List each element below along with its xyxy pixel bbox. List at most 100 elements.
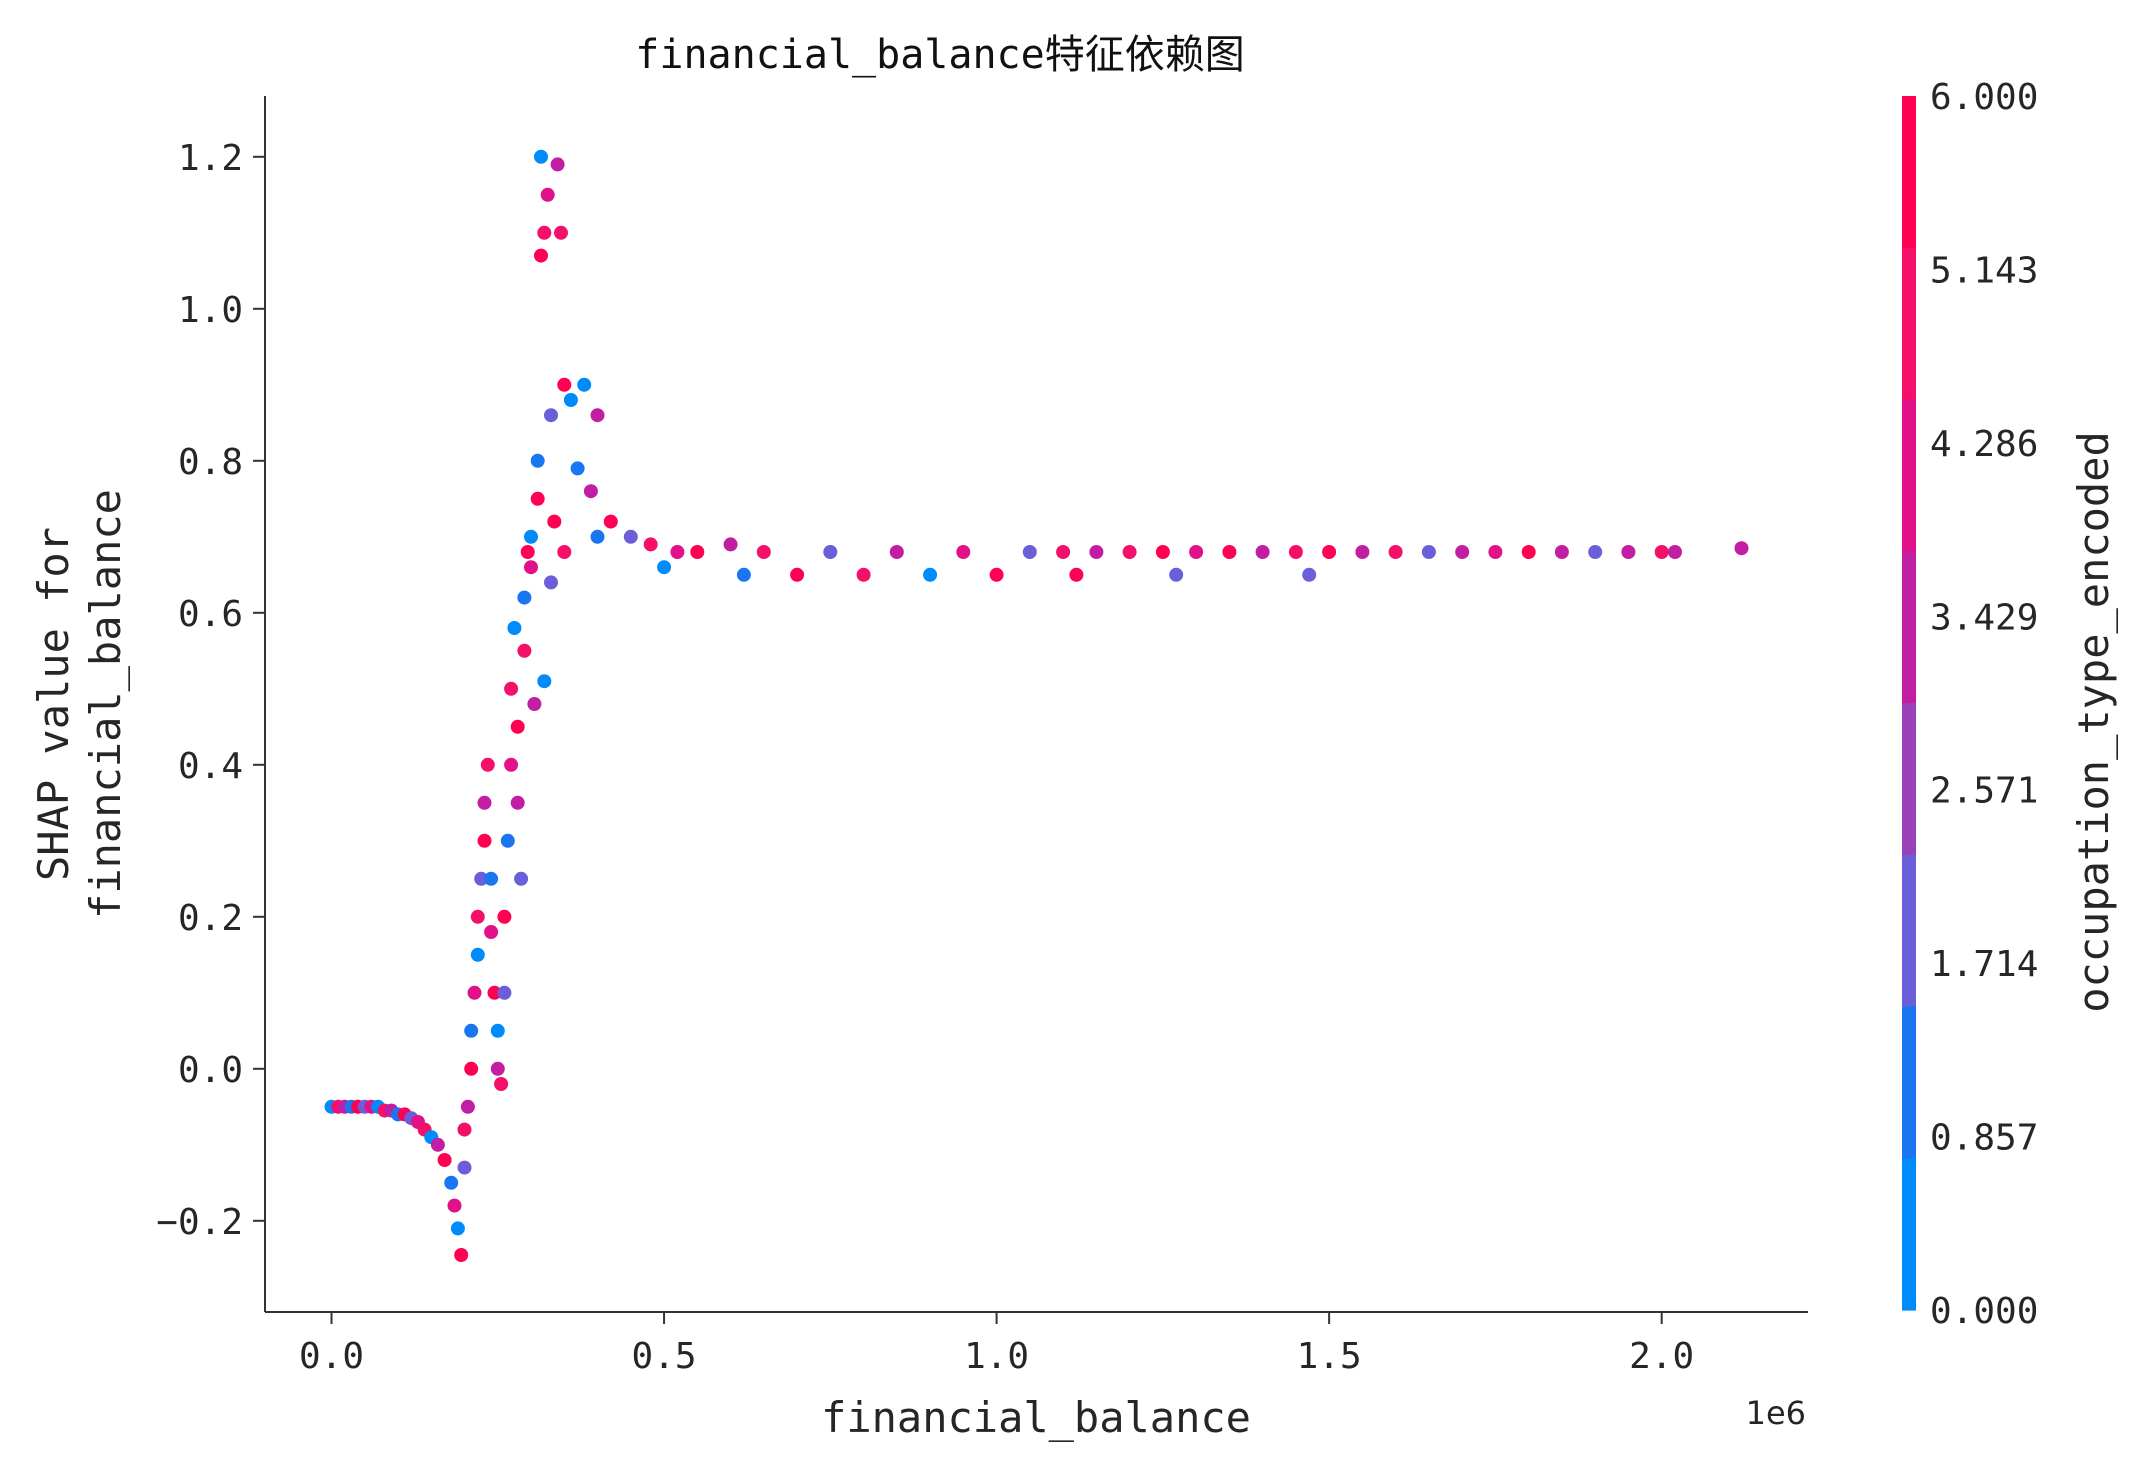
scatter-point xyxy=(464,1061,479,1076)
scatter-point xyxy=(540,187,555,202)
scatter-point xyxy=(590,408,605,423)
scatter-point xyxy=(670,545,685,559)
scatter-point xyxy=(690,545,705,559)
scatter-point xyxy=(1588,545,1603,559)
scatter-point xyxy=(517,590,532,605)
scatter-point xyxy=(464,1023,479,1038)
colorbar-tick-label: 4.286 xyxy=(1930,424,2038,465)
scatter-point xyxy=(497,909,512,924)
scatter-point xyxy=(437,1153,452,1167)
scatter-point xyxy=(550,157,565,172)
y-tick-label: 0.2 xyxy=(178,898,243,939)
scatter-points xyxy=(324,149,1749,1262)
scatter-point xyxy=(507,621,522,635)
scatter-point xyxy=(470,909,485,924)
scatter-point xyxy=(723,537,738,552)
scatter-point xyxy=(1056,545,1071,559)
scatter-point xyxy=(643,537,658,552)
scatter-point xyxy=(477,795,492,810)
scatter-point xyxy=(557,545,572,559)
scatter-point xyxy=(470,947,485,962)
scatter-point xyxy=(530,453,545,468)
x-tick-label: 1.5 xyxy=(1297,1336,1362,1377)
scatter-point xyxy=(527,697,542,711)
colorbar-segment xyxy=(1902,96,1916,249)
scatter-point xyxy=(524,529,538,544)
y-tick-label: 0.0 xyxy=(178,1050,243,1091)
colorbar-tick-label: 1.714 xyxy=(1930,944,2038,985)
colorbar-segment xyxy=(1902,1158,1916,1311)
scatter-point xyxy=(823,545,838,559)
y-tick-label: 1.0 xyxy=(178,290,243,331)
scatter-point xyxy=(989,567,1004,582)
scatter-point xyxy=(1521,545,1536,559)
scatter-point xyxy=(484,871,499,886)
y-tick-label: 0.8 xyxy=(178,442,243,483)
scatter-point xyxy=(1621,545,1636,559)
scatter-point xyxy=(534,248,548,263)
scatter-point xyxy=(1069,567,1084,582)
scatter-point xyxy=(530,491,545,506)
scatter-point xyxy=(544,575,558,590)
x-tick-label: 0.5 xyxy=(632,1336,697,1377)
scatter-point xyxy=(923,567,938,582)
scatter-point xyxy=(457,1160,472,1175)
scatter-point xyxy=(1654,545,1669,559)
scatter-point xyxy=(517,643,532,658)
scatter-point xyxy=(657,560,672,575)
scatter-point xyxy=(1322,545,1337,559)
scatter-point xyxy=(1189,545,1204,559)
scatter-point xyxy=(430,1137,445,1152)
scatter-point xyxy=(1734,541,1749,556)
scatter-point xyxy=(524,560,538,575)
y-axis-label-line-1: SHAP value for xyxy=(29,527,78,881)
scatter-point xyxy=(534,149,548,164)
scatter-point xyxy=(547,514,562,529)
scatter-point xyxy=(490,1061,505,1076)
scatter-point xyxy=(1488,545,1503,559)
y-ticks: −0.2 0.0 0.2 0.4 0.6 0.8 1.0 1.2 xyxy=(156,138,265,1243)
scatter-point xyxy=(756,545,771,559)
scatter-point xyxy=(1122,545,1137,559)
scatter-point xyxy=(544,408,558,423)
scatter-point xyxy=(1455,545,1470,559)
y-axis-label-line-2: financial_balance xyxy=(81,489,130,919)
scatter-point xyxy=(474,871,489,886)
scatter-point xyxy=(520,545,535,559)
scatter-point xyxy=(603,514,618,529)
scatter-point xyxy=(1668,545,1682,559)
y-tick-label: 0.6 xyxy=(178,594,243,635)
scatter-point xyxy=(956,545,971,559)
colorbar: 0.000 0.857 1.714 2.571 3.429 4.286 5.143 6.000… xyxy=(1902,77,2118,1332)
colorbar-segment xyxy=(1902,703,1916,856)
scatter-point xyxy=(1022,545,1037,559)
x-tick-label: 2.0 xyxy=(1629,1336,1694,1377)
colorbar-tick-label: 2.571 xyxy=(1930,771,2038,812)
scatter-point xyxy=(554,225,568,240)
scatter-point xyxy=(494,1077,509,1091)
colorbar-segment xyxy=(1902,399,1916,552)
scatter-point xyxy=(1222,545,1237,559)
scatter-point xyxy=(1255,545,1270,559)
scatter-point xyxy=(577,377,592,392)
x-offset-label: 1e6 xyxy=(1746,1394,1806,1432)
scatter-point xyxy=(1421,545,1436,559)
scatter-point xyxy=(590,529,605,544)
colorbar-segment xyxy=(1902,854,1916,1008)
scatter-point xyxy=(510,719,525,734)
scatter-point xyxy=(514,871,529,886)
scatter-point xyxy=(623,529,638,544)
scatter-point xyxy=(583,484,598,499)
scatter-point xyxy=(500,833,515,848)
scatter-point xyxy=(487,985,502,1000)
scatter-point xyxy=(457,1122,472,1137)
scatter-point xyxy=(1288,545,1303,559)
plot-area: 0.0 0.5 1.0 1.5 2.0 −0.2 0.0 0.2 0.4 0.6 0.8 1.0 1.… xyxy=(156,96,1808,1377)
scatter-point xyxy=(1388,545,1403,559)
scatter-point xyxy=(450,1221,465,1236)
scatter-point xyxy=(856,567,871,582)
y-tick-label: −0.2 xyxy=(156,1202,243,1243)
scatter-point xyxy=(736,567,751,582)
colorbar-ticks: 0.000 0.857 1.714 2.571 3.429 4.286 5.143 6.000 xyxy=(1930,77,2038,1332)
